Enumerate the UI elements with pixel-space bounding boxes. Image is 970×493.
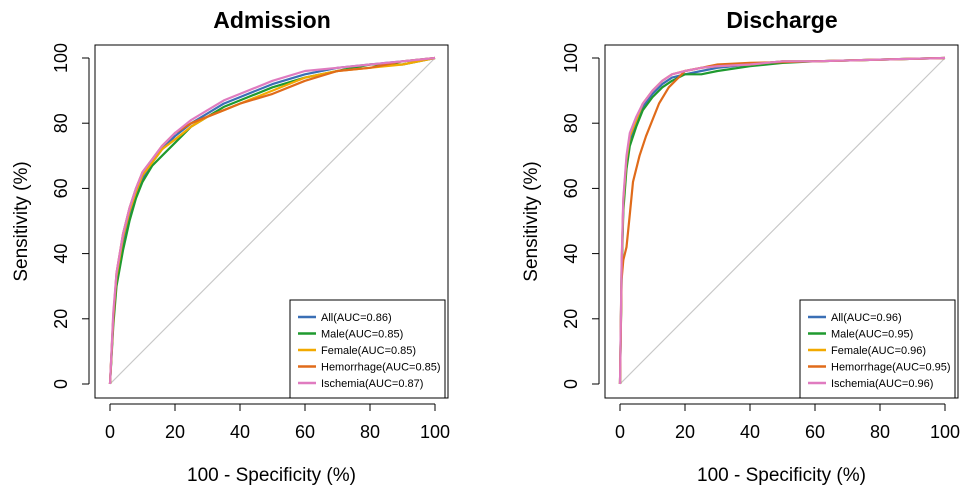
- y-tick-label: 80: [51, 113, 71, 133]
- reference-diagonal: [109, 57, 436, 385]
- y-tick-label: 100: [51, 43, 71, 73]
- y-tick-label: 20: [561, 309, 581, 329]
- chart-title: Admission: [213, 7, 331, 33]
- series-line-5: [108, 56, 436, 385]
- legend-label: Ischemia(AUC=0.87): [321, 378, 423, 390]
- y-tick-label: 0: [561, 379, 581, 389]
- legend-label: Hemorrhage(AUC=0.85): [321, 362, 441, 374]
- x-tick-label: 20: [675, 422, 695, 442]
- x-tick-label: 0: [615, 422, 625, 442]
- chart-panel-2: Discharge 0 20 40 60 80 100 0 20 40 60 80 100 100 - S…: [521, 7, 960, 486]
- legend-label: Female(AUC=0.96): [831, 345, 926, 357]
- legend-label: Ischemia(AUC=0.96): [831, 378, 933, 390]
- reference-diagonal: [619, 57, 946, 385]
- x-tick-label: 60: [805, 422, 825, 442]
- plot-frame: [94, 44, 449, 399]
- x-tick-label: 100: [420, 422, 450, 442]
- legend-label: Male(AUC=0.85): [321, 329, 403, 341]
- legend-label: Female(AUC=0.85): [321, 345, 416, 357]
- legend-label: Hemorrhage(AUC=0.95): [831, 362, 951, 374]
- y-tick-label: 80: [561, 113, 581, 133]
- y-tick-label: 100: [561, 43, 581, 73]
- series-line-5: [618, 56, 946, 385]
- y-tick-label: 40: [561, 244, 581, 264]
- y-tick-label: 60: [51, 178, 71, 198]
- plot-frame: [604, 44, 959, 399]
- x-axis-label: 100 - Specificity (%): [187, 465, 356, 486]
- x-tick-label: 40: [230, 422, 250, 442]
- y-axis-label: Sensitivity (%): [11, 161, 32, 281]
- x-tick-label: 0: [105, 422, 115, 442]
- y-tick-label: 20: [51, 309, 71, 329]
- y-tick-label: 0: [51, 379, 71, 389]
- legend-label: All(AUC=0.96): [831, 312, 902, 324]
- x-tick-label: 40: [740, 422, 760, 442]
- x-tick-label: 80: [360, 422, 380, 442]
- y-tick-label: 40: [51, 244, 71, 264]
- legend-label: Male(AUC=0.95): [831, 329, 913, 341]
- legend-label: All(AUC=0.86): [321, 312, 392, 324]
- x-axis-label: 100 - Specificity (%): [697, 465, 866, 486]
- chart-panel-1: Admission 0 20 40 60 80 100 0 20 40 60 80 100 100 - S…: [11, 7, 450, 486]
- y-axis-label: Sensitivity (%): [521, 161, 542, 281]
- y-tick-label: 60: [561, 178, 581, 198]
- x-tick-label: 100: [930, 422, 960, 442]
- x-tick-label: 60: [295, 422, 315, 442]
- series-line-4: [618, 56, 946, 385]
- chart-title: Discharge: [726, 7, 837, 33]
- x-tick-label: 80: [870, 422, 890, 442]
- x-tick-label: 20: [165, 422, 185, 442]
